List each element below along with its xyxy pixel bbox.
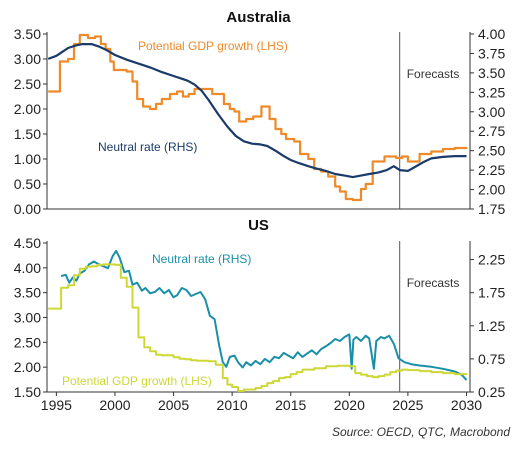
right-tick-label: 2.00 bbox=[478, 182, 505, 198]
right-tick-label: 3.50 bbox=[478, 65, 505, 81]
source-note: Source: OECD, QTC, Macrobond bbox=[332, 425, 510, 439]
panel-title: Australia bbox=[226, 9, 291, 26]
right-tick-label: 2.50 bbox=[478, 143, 505, 159]
left-tick-label: 4.50 bbox=[14, 235, 41, 251]
left-tick-label: 1.50 bbox=[14, 384, 41, 400]
x-tick-label: 1995 bbox=[41, 397, 72, 413]
right-tick-label: 3.25 bbox=[478, 84, 505, 100]
right-tick-label: 2.75 bbox=[478, 123, 505, 139]
series-label: Potential GDP growth (LHS) bbox=[62, 374, 212, 388]
right-tick-label: 2.25 bbox=[478, 252, 505, 268]
left-tick-label: 2.50 bbox=[14, 76, 41, 92]
left-tick-label: 0.00 bbox=[14, 201, 41, 217]
x-tick-label: 2020 bbox=[334, 397, 365, 413]
right-tick-label: 2.25 bbox=[478, 162, 505, 178]
panel-title: US bbox=[248, 217, 269, 234]
panel-us: US 1.50 2.00 2.50 3.00 3.50 4.00 4.50 0.25 0.75 1.… bbox=[14, 217, 506, 413]
right-tick-label: 3.00 bbox=[478, 104, 505, 120]
left-tick-label: 1.00 bbox=[14, 151, 41, 167]
x-tick-label: 2000 bbox=[99, 397, 130, 413]
left-tick-label: 2.50 bbox=[14, 334, 41, 350]
left-tick-label: 2.00 bbox=[14, 101, 41, 117]
left-tick-label: 3.00 bbox=[14, 51, 41, 67]
left-tick-label: 3.50 bbox=[14, 26, 41, 42]
left-tick-label: 4.00 bbox=[14, 260, 41, 276]
series-line-lhs bbox=[48, 33, 468, 202]
series-line-rhs bbox=[47, 43, 467, 179]
right-tick-label: 1.75 bbox=[478, 201, 505, 217]
right-tick-label: 1.75 bbox=[478, 285, 505, 301]
panel-australia: Australia 0.00 0.50 1.00 1.50 2.00 2.50 3.00 3.5… bbox=[14, 9, 506, 217]
left-tick-label: 3.00 bbox=[14, 310, 41, 326]
right-tick-label: 4.00 bbox=[478, 26, 505, 42]
series-label: Potential GDP growth (LHS) bbox=[138, 39, 288, 53]
x-tick-label: 2005 bbox=[158, 397, 189, 413]
left-tick-label: 0.50 bbox=[14, 176, 41, 192]
x-tick-label: 2015 bbox=[275, 397, 306, 413]
series-line-lhs bbox=[48, 263, 468, 392]
x-tick-label: 2010 bbox=[217, 397, 248, 413]
forecast-label: Forecasts bbox=[407, 67, 460, 81]
forecast-label: Forecasts bbox=[407, 276, 460, 290]
left-tick-label: 3.50 bbox=[14, 285, 41, 301]
right-tick-label: 0.75 bbox=[478, 351, 505, 367]
right-tick-label: 3.75 bbox=[478, 45, 505, 61]
right-tick-label: 1.25 bbox=[478, 318, 505, 334]
series-line-rhs bbox=[60, 249, 468, 381]
series-label: Neutral rate (RHS) bbox=[152, 252, 251, 266]
x-tick-label: 2025 bbox=[392, 397, 423, 413]
left-tick-label: 1.50 bbox=[14, 126, 41, 142]
x-tick-label: 2030 bbox=[451, 397, 482, 413]
right-tick-label: 0.25 bbox=[478, 384, 505, 400]
series-label: Neutral rate (RHS) bbox=[98, 140, 197, 154]
left-tick-label: 2.00 bbox=[14, 359, 41, 375]
